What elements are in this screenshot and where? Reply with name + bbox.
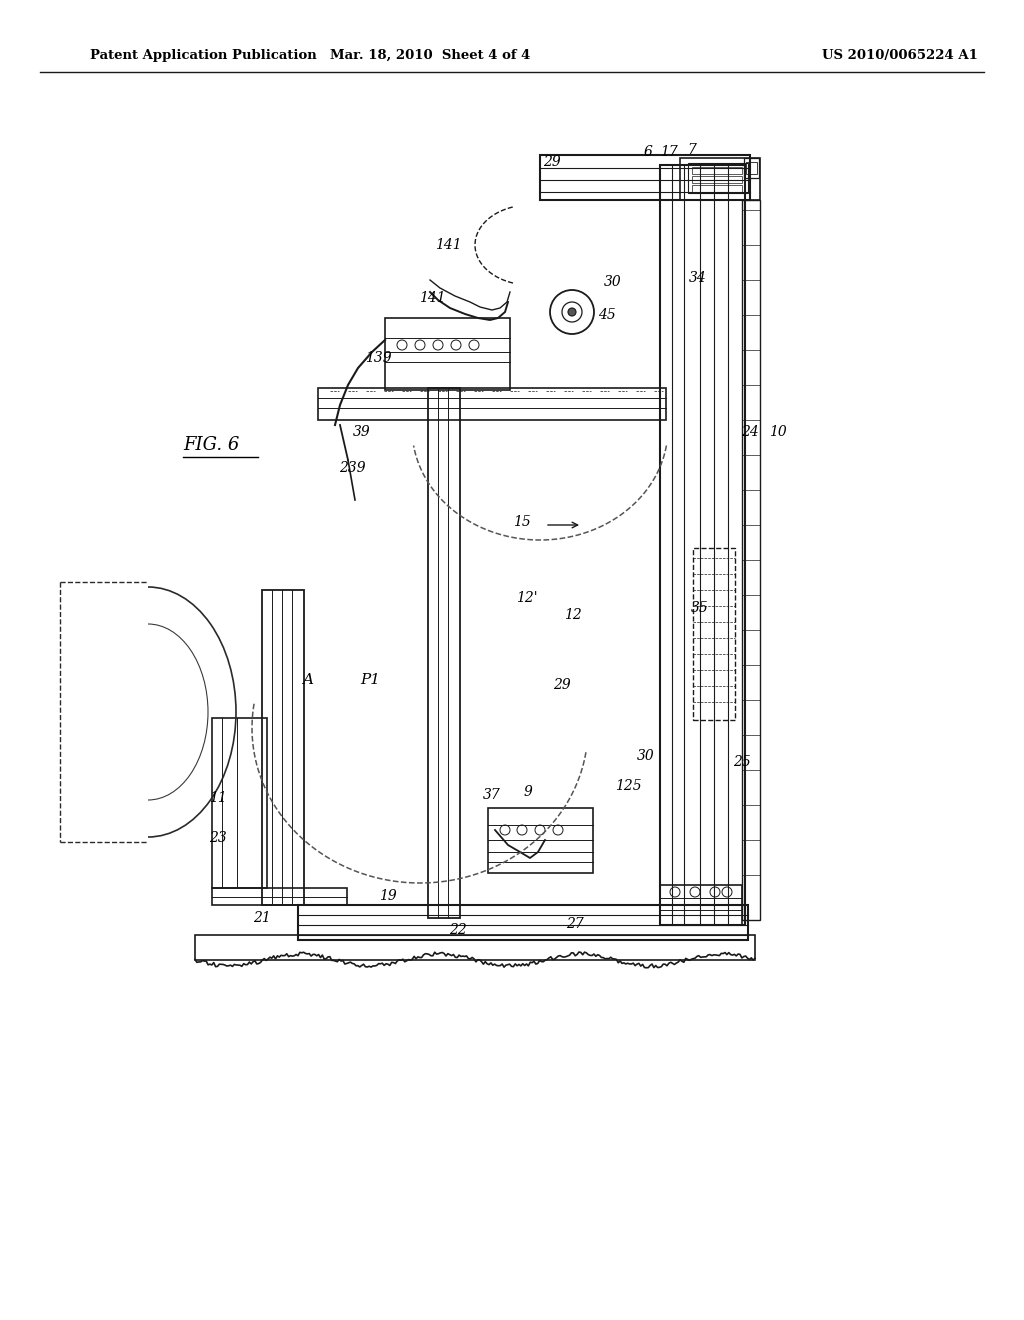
Text: 45: 45 <box>598 308 615 322</box>
Text: 11: 11 <box>209 791 227 805</box>
Text: 19: 19 <box>379 888 397 903</box>
Text: 139: 139 <box>365 351 391 366</box>
Bar <box>746 162 757 174</box>
Bar <box>660 165 745 925</box>
Text: 12: 12 <box>564 609 582 622</box>
Bar <box>680 158 760 201</box>
Text: 30: 30 <box>637 748 655 763</box>
Circle shape <box>568 308 575 315</box>
Bar <box>385 318 510 389</box>
Bar <box>693 548 735 719</box>
Bar <box>692 176 742 183</box>
Bar <box>212 718 267 888</box>
Text: 12': 12' <box>516 591 538 605</box>
Text: A: A <box>302 673 313 686</box>
Text: 34: 34 <box>689 271 707 285</box>
Text: 141: 141 <box>434 238 462 252</box>
Bar <box>298 906 748 940</box>
Text: Mar. 18, 2010  Sheet 4 of 4: Mar. 18, 2010 Sheet 4 of 4 <box>330 49 530 62</box>
Text: US 2010/0065224 A1: US 2010/0065224 A1 <box>822 49 978 62</box>
Text: 30: 30 <box>604 275 622 289</box>
Text: 7: 7 <box>687 143 696 157</box>
Bar <box>744 158 759 178</box>
Bar <box>262 590 304 906</box>
Text: 21: 21 <box>253 911 271 925</box>
Text: 125: 125 <box>614 779 641 793</box>
Text: 27: 27 <box>566 917 584 931</box>
Text: 35: 35 <box>691 601 709 615</box>
Bar <box>318 388 666 420</box>
Text: 6: 6 <box>643 145 652 158</box>
Bar <box>692 168 742 174</box>
Text: FIG. 6: FIG. 6 <box>183 436 240 454</box>
Text: 23: 23 <box>209 832 227 845</box>
Text: 24: 24 <box>741 425 759 440</box>
Text: 17: 17 <box>660 145 678 158</box>
Bar <box>212 888 347 906</box>
Text: 39: 39 <box>353 425 371 440</box>
Text: 29: 29 <box>553 678 570 692</box>
Text: 239: 239 <box>339 461 366 475</box>
Text: 9: 9 <box>523 785 532 799</box>
Text: P1: P1 <box>360 673 380 686</box>
Bar <box>660 884 742 925</box>
Text: 15: 15 <box>513 515 530 529</box>
Text: 22: 22 <box>450 923 467 937</box>
Text: 25: 25 <box>733 755 751 770</box>
Text: Patent Application Publication: Patent Application Publication <box>90 49 316 62</box>
Text: 10: 10 <box>769 425 786 440</box>
Bar <box>692 185 742 191</box>
Text: 141: 141 <box>419 290 445 305</box>
Bar <box>540 154 750 201</box>
Text: 29: 29 <box>543 154 561 169</box>
Bar <box>428 388 460 917</box>
Text: 37: 37 <box>483 788 501 803</box>
Bar <box>688 162 748 193</box>
Bar <box>195 935 755 960</box>
Bar <box>742 201 760 920</box>
Bar <box>488 808 593 873</box>
